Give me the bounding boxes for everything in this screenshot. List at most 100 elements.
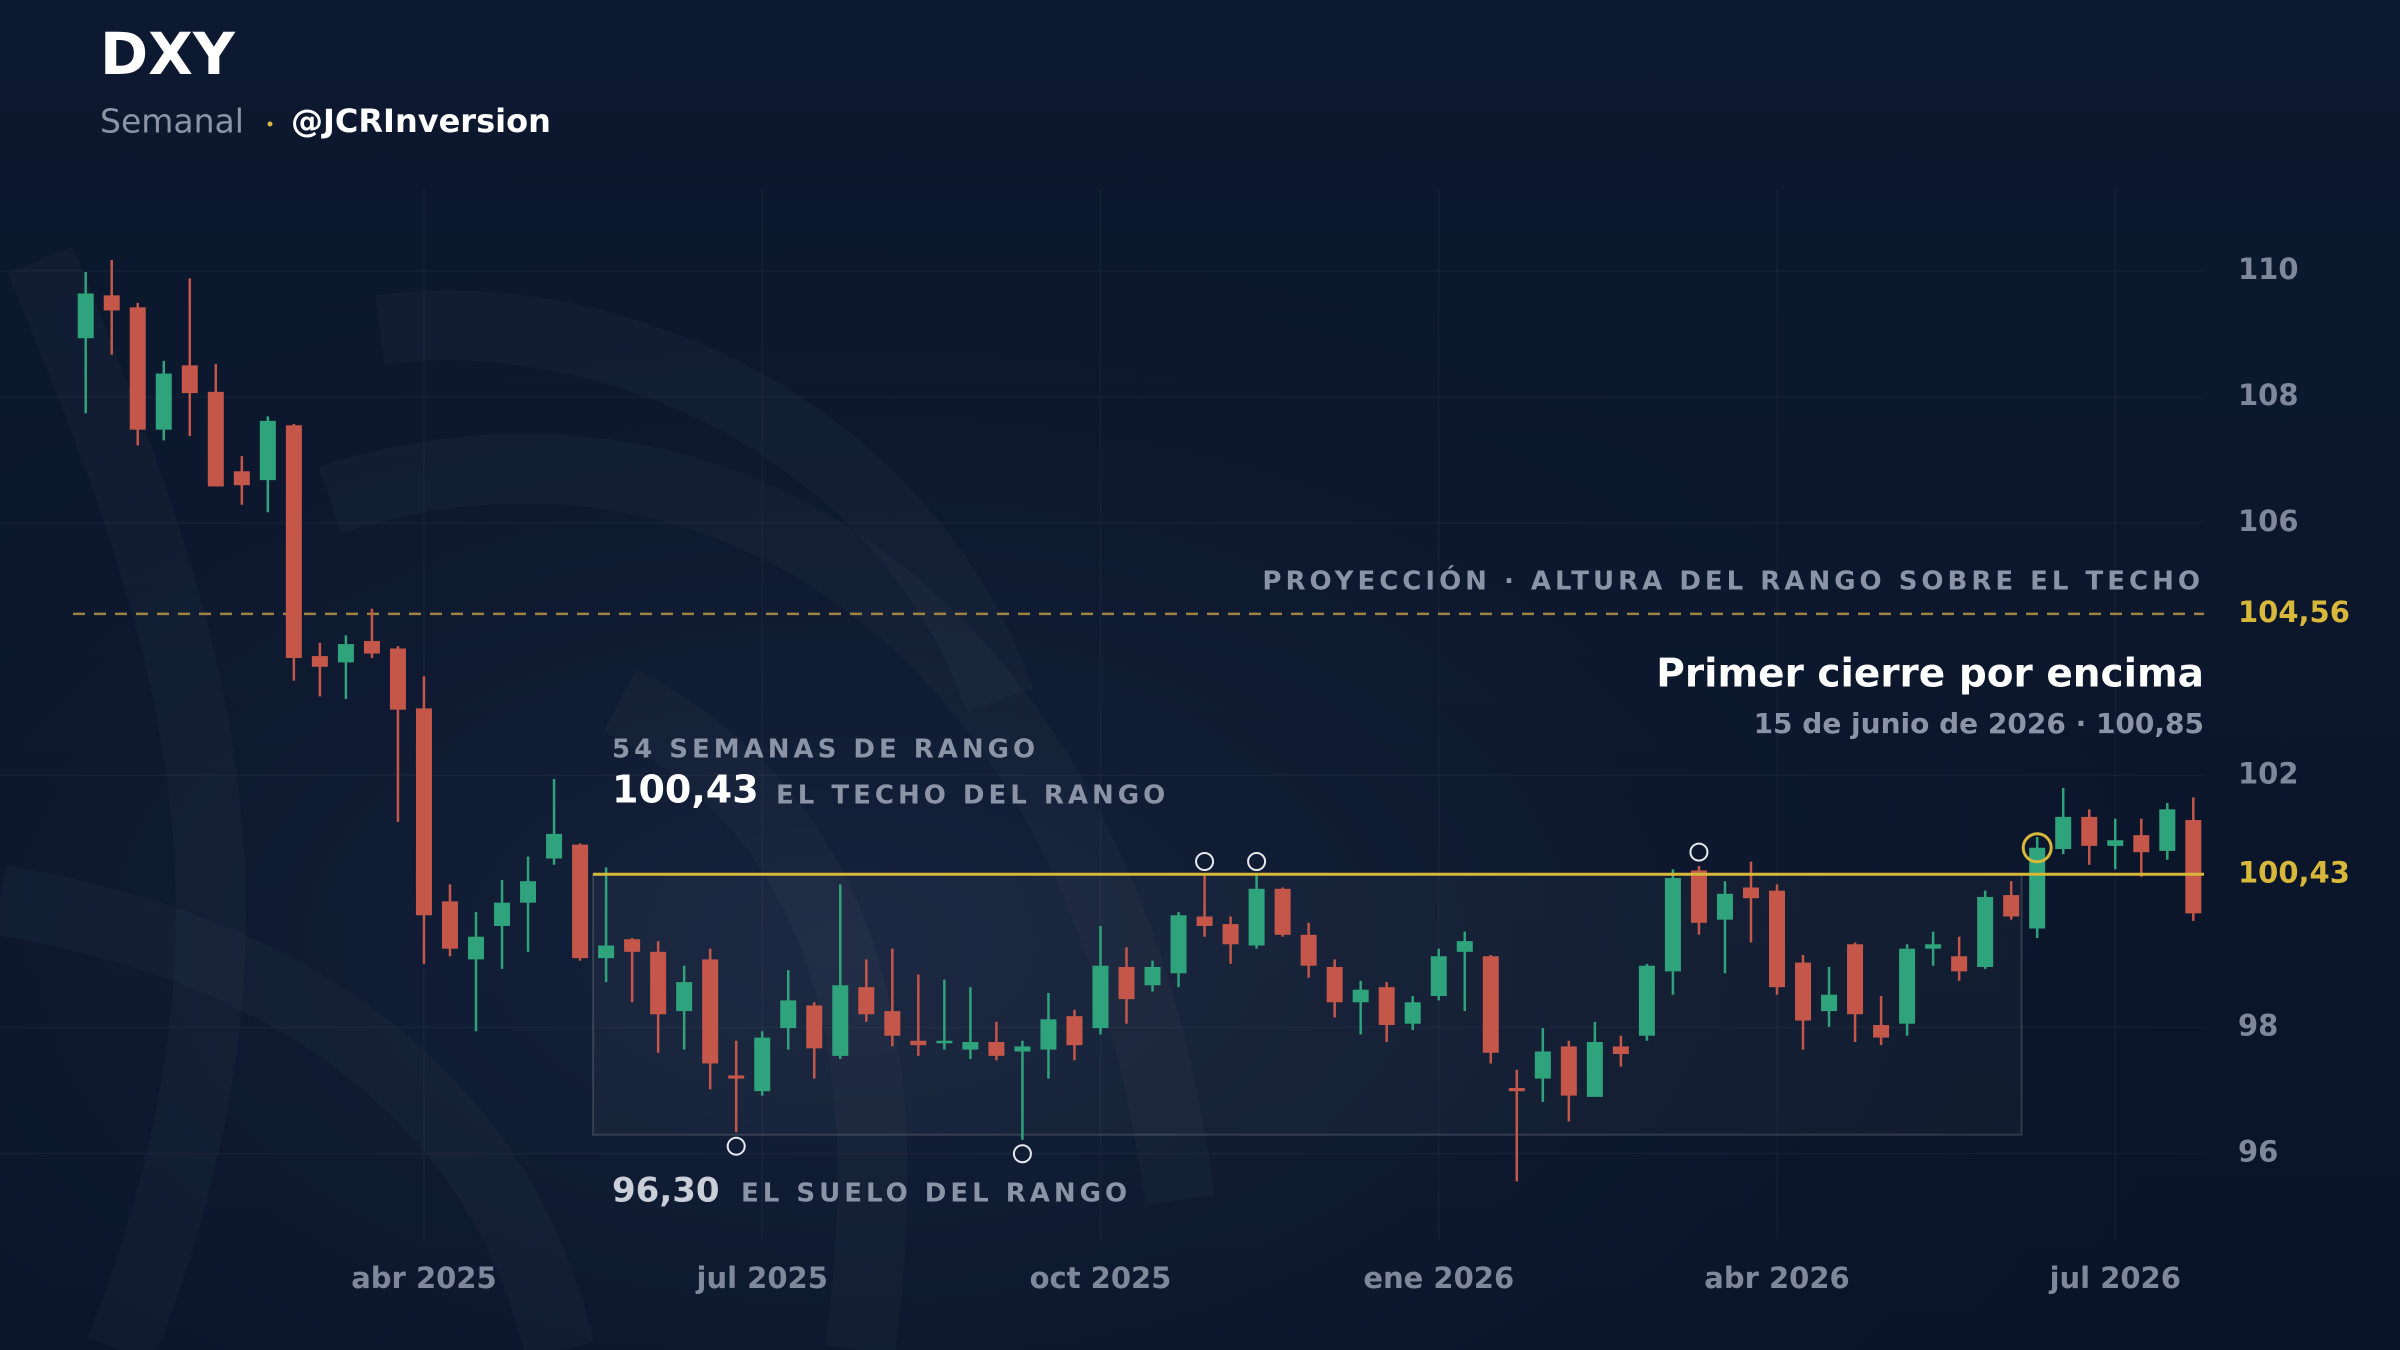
candle-body xyxy=(1899,948,1916,1024)
candle-body xyxy=(441,901,458,949)
candle-body xyxy=(1586,1042,1603,1097)
candle-body xyxy=(1378,987,1395,1025)
touch-marker xyxy=(726,1136,746,1156)
candle-body xyxy=(2081,816,2098,846)
candle-body xyxy=(1716,893,1733,920)
candle-body xyxy=(1795,962,1812,1021)
candle-body xyxy=(1144,966,1161,986)
chart-title: DXY xyxy=(100,20,236,88)
candle-body xyxy=(1222,924,1239,945)
plot-area: 96 98 102 106 108 110 abr 2025 jul 2025 oct 2025… xyxy=(73,252,2299,1295)
candle-body xyxy=(1742,887,1759,899)
projection-level-label: 104,56 xyxy=(2238,595,2350,629)
candle-body xyxy=(1638,965,1655,1036)
candle-body xyxy=(2055,816,2072,850)
candle-body xyxy=(1170,915,1187,974)
candle-body xyxy=(103,295,120,311)
candle-body xyxy=(624,939,641,952)
candle-body xyxy=(1092,965,1109,1029)
candle-body xyxy=(598,945,615,959)
candle-body xyxy=(389,648,406,710)
candle-body xyxy=(1534,1051,1551,1079)
candle-body xyxy=(1873,1024,1890,1038)
candle-body xyxy=(728,1075,745,1079)
breakout-marker xyxy=(2021,832,2053,864)
candle-body xyxy=(1326,966,1343,1003)
candle-body xyxy=(2185,820,2202,914)
candle-body xyxy=(1560,1046,1577,1096)
candle-body xyxy=(858,987,875,1015)
candle-body xyxy=(572,844,589,959)
candle-body xyxy=(962,1042,979,1050)
candle-body xyxy=(884,1011,901,1036)
candle-body xyxy=(936,1040,953,1044)
candle-body xyxy=(468,936,484,960)
candle-body xyxy=(1508,1088,1525,1092)
candle-body xyxy=(1690,870,1707,923)
candle-body xyxy=(1664,878,1681,972)
candle-body xyxy=(1925,944,1942,949)
candle-body xyxy=(1847,944,1864,1015)
candle-body xyxy=(1951,956,1968,972)
candle-body xyxy=(415,708,432,916)
candle-body xyxy=(1430,956,1447,996)
y-tick-label: 102 xyxy=(2238,756,2299,790)
candle-body xyxy=(1977,896,1994,967)
candle-body xyxy=(207,391,224,487)
range-bottom-caption: EL SUELO DEL RANGO xyxy=(741,1179,1131,1209)
candle-body xyxy=(259,420,276,481)
range-weeks: 54 SEMANAS DE RANGO xyxy=(612,735,1039,765)
candle-body xyxy=(311,656,328,667)
x-tick-label: ene 2026 xyxy=(1363,1261,1514,1295)
candle-body xyxy=(832,985,849,1056)
candle-body xyxy=(77,293,94,339)
candle-body xyxy=(129,307,146,430)
projection-caption: PROYECCIÓN · ALTURA DEL RANGO SOBRE EL T… xyxy=(1262,565,2204,597)
candle-body xyxy=(181,365,198,394)
y-tick-label: 96 xyxy=(2238,1135,2278,1169)
separator-dot xyxy=(267,121,273,127)
range-top-level-label: 100,43 xyxy=(2238,855,2350,889)
candle-body xyxy=(1066,1016,1083,1046)
x-tick-label: abr 2026 xyxy=(1704,1261,1849,1295)
touch-marker xyxy=(1012,1144,1032,1164)
y-tick-label: 108 xyxy=(2238,378,2299,412)
candle-body xyxy=(1118,966,1135,1000)
candle-body xyxy=(1040,1019,1057,1050)
candle-body xyxy=(2133,835,2150,853)
candle-body xyxy=(2029,847,2046,929)
candle-body xyxy=(806,1005,823,1049)
candle-body xyxy=(780,1000,797,1029)
candle-body xyxy=(988,1042,1005,1056)
candle-body xyxy=(1352,989,1369,1003)
candle-body xyxy=(363,640,380,654)
candle-body xyxy=(494,902,511,926)
candle-body xyxy=(520,881,537,903)
candle-body xyxy=(1248,888,1265,946)
subtitle: Semanal xyxy=(100,102,244,141)
candle-body xyxy=(1404,1002,1421,1024)
x-tick-label: jul 2026 xyxy=(2049,1261,2181,1295)
candle-body xyxy=(1482,956,1499,1053)
candle-body xyxy=(1769,890,1785,988)
candle-body xyxy=(1196,916,1213,926)
candle-body xyxy=(650,951,667,1015)
candle-body xyxy=(910,1040,927,1046)
range-top-value: 100,43 xyxy=(612,768,759,812)
x-tick-label: jul 2025 xyxy=(696,1261,828,1295)
breakout-detail: 15 de junio de 2026 · 100,85 xyxy=(1754,707,2204,740)
x-tick-label: oct 2025 xyxy=(1030,1261,1172,1295)
candle-body xyxy=(2003,895,2020,917)
candle-body xyxy=(1612,1046,1629,1054)
candle-body xyxy=(2159,809,2176,851)
candle-body xyxy=(155,373,172,430)
candle-body xyxy=(1456,941,1473,952)
y-tick-label: 98 xyxy=(2238,1009,2278,1043)
candle-body xyxy=(676,982,693,1012)
touch-marker xyxy=(1247,852,1267,872)
touch-marker xyxy=(1689,842,1709,862)
candle-body xyxy=(702,959,719,1064)
x-tick-label: abr 2025 xyxy=(351,1261,496,1295)
breakout-title: Primer cierre por encima xyxy=(1656,652,2204,697)
